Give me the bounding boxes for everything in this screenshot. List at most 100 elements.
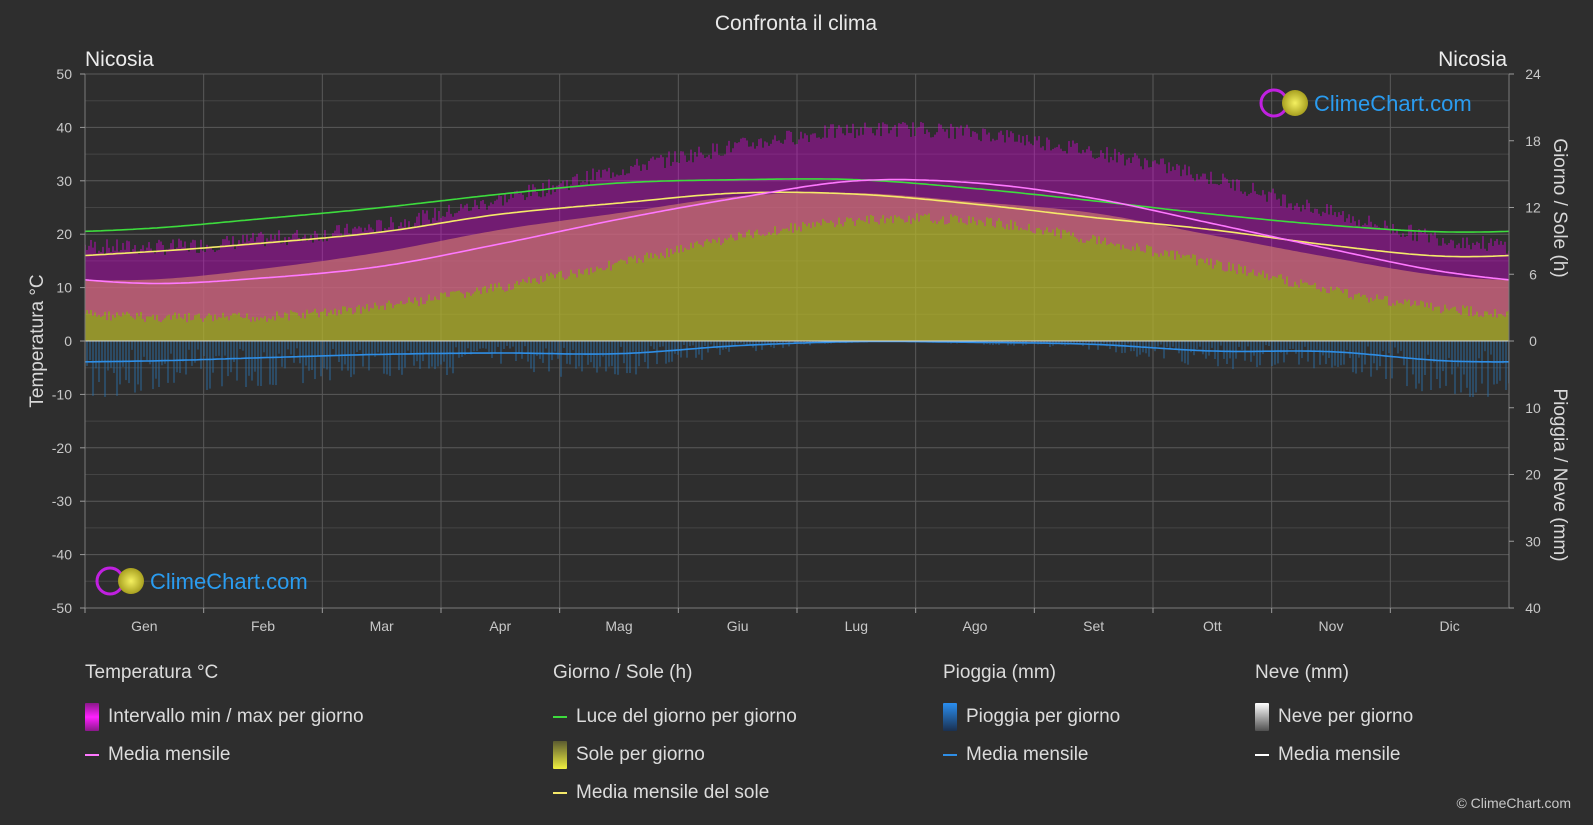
rain-bar bbox=[329, 341, 331, 381]
watermark-text: ClimeChart.com bbox=[150, 569, 308, 594]
legend-label: Media mensile bbox=[108, 744, 231, 765]
rain-bar bbox=[1349, 341, 1351, 359]
y-tick-label-right: 40 bbox=[1525, 600, 1541, 616]
watermark-logo-top: ClimeChart.com bbox=[1259, 88, 1472, 118]
rain-bar bbox=[1295, 341, 1297, 354]
rain-bar bbox=[743, 341, 745, 344]
rain-bar bbox=[560, 341, 562, 377]
rain-bar bbox=[365, 341, 367, 354]
rain-bar bbox=[167, 341, 169, 383]
y-tick-label-right: 20 bbox=[1525, 467, 1541, 483]
daylight-line bbox=[85, 178, 1509, 233]
rain-bar bbox=[1205, 341, 1207, 359]
rain-bar bbox=[707, 341, 709, 353]
rain-bar bbox=[1166, 341, 1168, 347]
rain-bar bbox=[1487, 341, 1489, 397]
rain-bar bbox=[1136, 341, 1138, 357]
rain-bar bbox=[572, 341, 574, 351]
rain-bar bbox=[1361, 341, 1363, 373]
rain-bar bbox=[683, 341, 685, 345]
rain-bar bbox=[557, 341, 559, 359]
rain-bar bbox=[392, 341, 394, 355]
rain-bar bbox=[1454, 341, 1456, 394]
rain-bar bbox=[644, 341, 646, 363]
rain-bar bbox=[1463, 341, 1465, 375]
rain-bar bbox=[758, 341, 760, 344]
rain-bar bbox=[740, 341, 742, 344]
legend-item: Pioggia per giorno bbox=[943, 698, 1120, 736]
rain-bar bbox=[143, 341, 145, 357]
rain-bar bbox=[563, 341, 565, 348]
rain-bar bbox=[131, 341, 133, 350]
rain-bar bbox=[407, 341, 409, 351]
rain-bar bbox=[503, 341, 505, 349]
rain-bar bbox=[1289, 341, 1291, 349]
rain-bar bbox=[380, 341, 382, 355]
rain-bar bbox=[1334, 341, 1336, 366]
y-tick-label-left: -30 bbox=[52, 493, 72, 509]
rain-bar bbox=[1292, 341, 1294, 349]
rain-bar bbox=[191, 341, 193, 366]
rain-bar bbox=[116, 341, 118, 396]
rain-bar bbox=[110, 341, 112, 368]
rain-bar bbox=[1076, 341, 1078, 345]
rain-bar bbox=[1382, 341, 1384, 352]
line-swatch-icon bbox=[943, 754, 957, 756]
rain-bar bbox=[509, 341, 511, 349]
rain-bar bbox=[122, 341, 124, 367]
rain-bar bbox=[671, 341, 673, 362]
rain-bar bbox=[1304, 341, 1306, 347]
rain-bar bbox=[461, 341, 463, 357]
legend-item: Media mensile del sole bbox=[553, 774, 797, 812]
rain-bar bbox=[581, 341, 583, 372]
rain-bar bbox=[1286, 341, 1288, 355]
rain-bar bbox=[659, 341, 661, 347]
rain-bar bbox=[1370, 341, 1372, 377]
rain-bar bbox=[1253, 341, 1255, 356]
rain-bar bbox=[395, 341, 397, 354]
rain-bar bbox=[1112, 341, 1114, 345]
y-tick-label-left: 50 bbox=[56, 66, 72, 82]
plot-area bbox=[85, 121, 1509, 397]
rain-bar bbox=[164, 341, 166, 364]
rain-bar bbox=[92, 341, 94, 396]
rain-bar bbox=[521, 341, 523, 359]
rain-bar bbox=[1184, 341, 1186, 364]
rain-bar bbox=[1154, 341, 1156, 352]
rain-bar bbox=[107, 341, 109, 371]
rain-bar bbox=[1340, 341, 1342, 366]
rain-bar bbox=[677, 341, 679, 355]
rain-bar bbox=[497, 341, 499, 347]
rain-bar bbox=[464, 341, 466, 355]
rain-bar bbox=[353, 341, 355, 375]
rain-bar bbox=[605, 341, 607, 372]
rain-bar bbox=[155, 341, 157, 379]
rain-bar bbox=[362, 341, 364, 367]
rain-bar bbox=[1373, 341, 1375, 364]
rain-bar bbox=[296, 341, 298, 349]
legend-title: Giorno / Sole (h) bbox=[553, 662, 693, 683]
rain-bar bbox=[1211, 341, 1213, 348]
x-tick-label: Lug bbox=[845, 618, 868, 634]
legend-label: Media mensile del sole bbox=[576, 782, 770, 803]
rain-bar bbox=[626, 341, 628, 374]
rain-bar bbox=[650, 341, 652, 347]
rain-bar bbox=[1157, 341, 1159, 347]
rain-bar bbox=[1394, 341, 1396, 348]
rain-bar bbox=[1358, 341, 1360, 358]
rain-bar bbox=[1115, 341, 1117, 353]
legend-item: Media mensile bbox=[1255, 736, 1413, 774]
rain-bar bbox=[1400, 341, 1402, 351]
rain-bar bbox=[515, 341, 517, 361]
rain-bar bbox=[1493, 341, 1495, 385]
rain-bar bbox=[1388, 341, 1390, 354]
rain-bar bbox=[1364, 341, 1366, 365]
rain-bar bbox=[776, 341, 778, 344]
x-tick-label: Giu bbox=[727, 618, 749, 634]
rain-bar bbox=[764, 341, 766, 345]
y-tick-label-right: 30 bbox=[1525, 533, 1541, 549]
rain-bar bbox=[1217, 341, 1219, 367]
rain-bar bbox=[443, 341, 445, 362]
x-tick-label: Set bbox=[1083, 618, 1104, 634]
legend-title: Temperatura °C bbox=[85, 662, 219, 683]
